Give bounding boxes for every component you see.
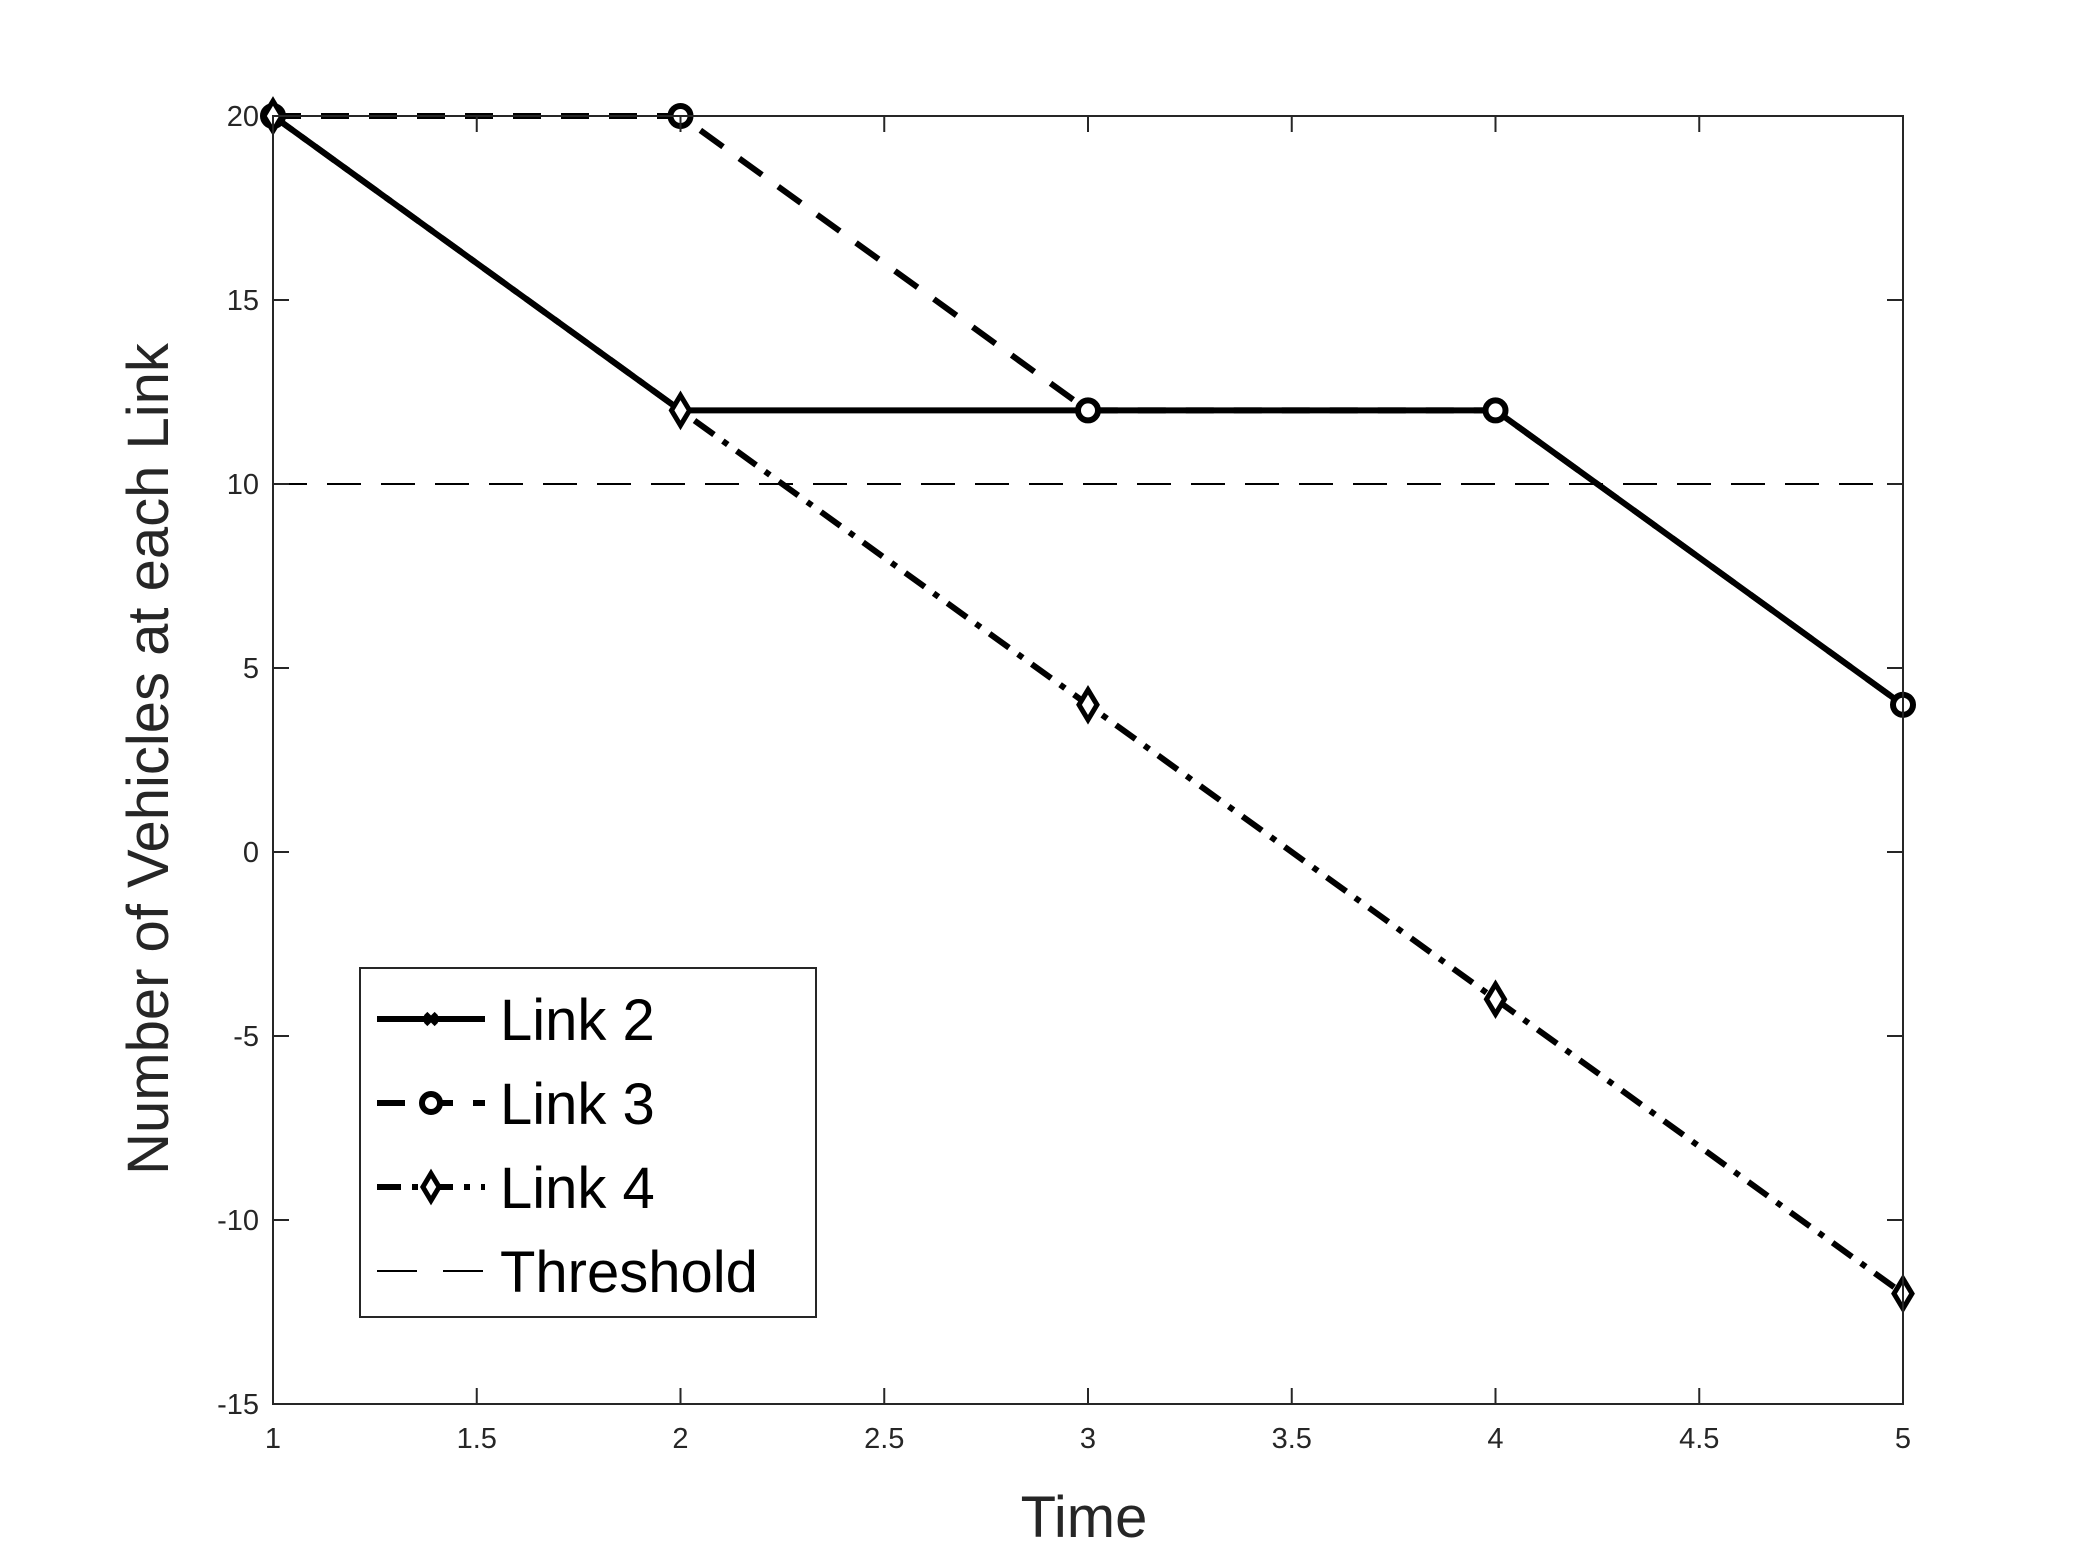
data-point-link-4 bbox=[1076, 684, 1100, 725]
x-tick-label: 3 bbox=[1080, 1423, 1096, 1455]
x-tick-label: 2.5 bbox=[864, 1423, 904, 1455]
x-tick-label: 2 bbox=[672, 1423, 688, 1455]
data-point-link-3 bbox=[1075, 397, 1101, 424]
x-axis-label: Time bbox=[1021, 1485, 1148, 1550]
legend: Link 2 Link 3 Link 4 Threshold bbox=[359, 967, 817, 1318]
axes-layer: 1 1.5 2 2.5 3 3.5 4 4.5 5 -15 -10 -5 0 5 10 15 20 bbox=[217, 101, 1911, 1455]
y-tick-label: -5 bbox=[233, 1021, 259, 1053]
x-tick-label: 4.5 bbox=[1679, 1423, 1719, 1455]
data-point-link-4 bbox=[1483, 979, 1508, 1020]
legend-label-threshold: Threshold bbox=[500, 1240, 758, 1305]
legend-label-link-4: Link 4 bbox=[500, 1156, 655, 1221]
legend-box bbox=[359, 967, 817, 1318]
legend-marker-link-2 bbox=[423, 1011, 439, 1027]
y-tick-label: -10 bbox=[217, 1205, 259, 1237]
legend-label-link-2: Link 2 bbox=[500, 988, 655, 1053]
data-point-link-4 bbox=[668, 390, 693, 431]
x-tick-label: 1 bbox=[265, 1423, 281, 1455]
x-tick-label: 1.5 bbox=[457, 1423, 497, 1455]
y-tick-label: 10 bbox=[227, 469, 259, 501]
y-tick-label: 5 bbox=[243, 653, 259, 685]
x-tick-label: 4 bbox=[1487, 1423, 1503, 1455]
y-tick-label: 0 bbox=[243, 837, 259, 869]
y-tick-label: 20 bbox=[227, 101, 259, 133]
y-tick-label: 15 bbox=[227, 285, 259, 317]
legend-label-link-3: Link 3 bbox=[500, 1072, 655, 1137]
series-link-4 bbox=[261, 96, 1915, 1314]
x-tick-label: 3.5 bbox=[1272, 1423, 1312, 1455]
x-tick-label: 5 bbox=[1895, 1423, 1911, 1455]
legend-marker-link-3 bbox=[419, 1091, 443, 1115]
y-axis-label: Number of Vehicles at each Link bbox=[116, 342, 181, 1175]
legend-marker-link-4 bbox=[419, 1168, 443, 1206]
data-point-link-3 bbox=[1482, 397, 1509, 424]
y-tick-label: -15 bbox=[217, 1389, 259, 1421]
